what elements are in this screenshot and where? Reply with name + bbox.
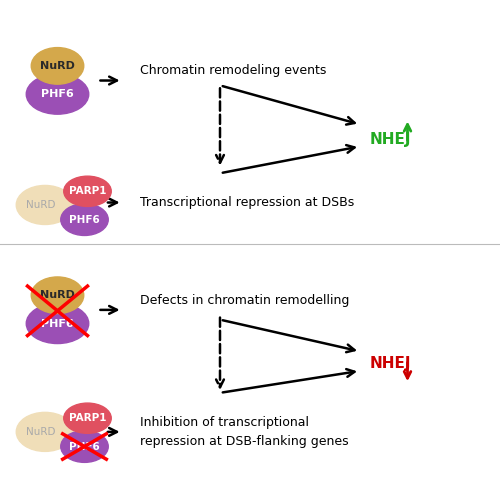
Ellipse shape (61, 430, 108, 463)
Text: PHF6: PHF6 (41, 89, 74, 99)
Text: NHEJ: NHEJ (370, 132, 412, 146)
Text: Transcriptional repression at DSBs: Transcriptional repression at DSBs (140, 196, 354, 209)
Ellipse shape (61, 204, 108, 236)
Text: PARP1: PARP1 (69, 413, 106, 423)
Text: repression at DSB-flanking genes: repression at DSB-flanking genes (140, 435, 348, 448)
Text: PHF6: PHF6 (69, 215, 100, 224)
Text: NuRD: NuRD (40, 61, 75, 71)
Text: NHEJ: NHEJ (370, 356, 412, 371)
Ellipse shape (26, 74, 89, 114)
Text: NuRD: NuRD (26, 427, 56, 437)
Ellipse shape (31, 277, 84, 313)
Text: PARP1: PARP1 (69, 186, 106, 196)
Ellipse shape (31, 47, 84, 84)
Ellipse shape (16, 412, 74, 451)
Ellipse shape (26, 304, 89, 344)
Text: PHF6: PHF6 (69, 442, 100, 451)
Text: PHF6: PHF6 (41, 319, 74, 328)
Text: Defects in chromatin remodelling: Defects in chromatin remodelling (140, 294, 350, 306)
Text: Inhibition of transcriptional: Inhibition of transcriptional (140, 416, 309, 428)
Ellipse shape (16, 185, 74, 224)
Text: NuRD: NuRD (40, 290, 75, 300)
Ellipse shape (64, 403, 111, 433)
Text: Chromatin remodeling events: Chromatin remodeling events (140, 64, 326, 77)
Ellipse shape (64, 176, 111, 206)
Text: NuRD: NuRD (26, 200, 56, 210)
